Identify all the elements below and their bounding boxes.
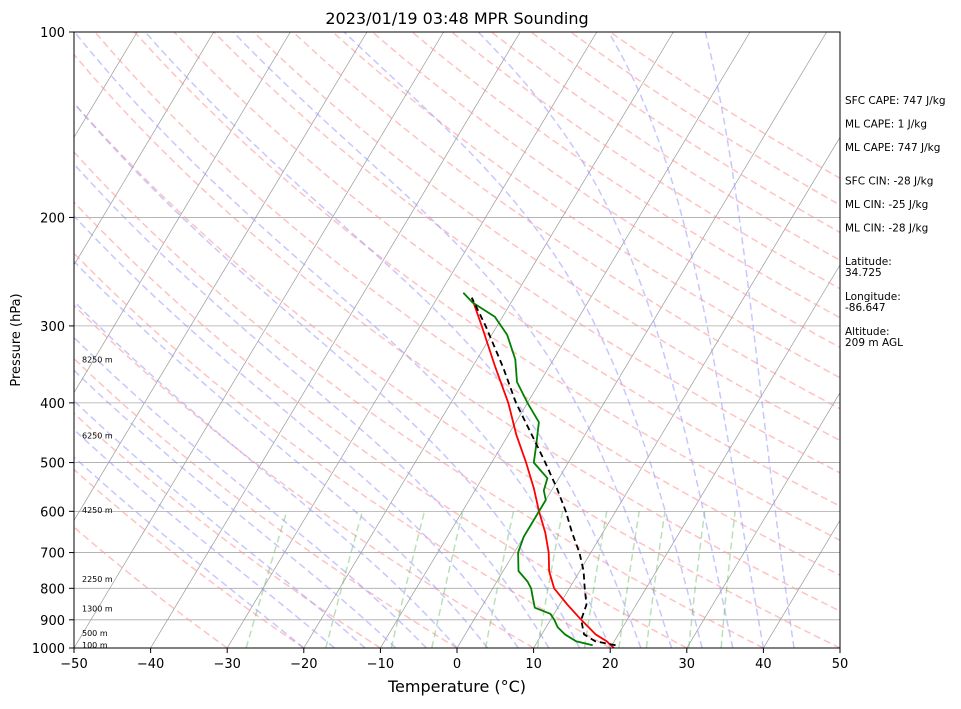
height-label: 6250 m bbox=[82, 432, 113, 441]
dry-adiabat-line bbox=[174, 32, 961, 648]
annotation-sfc-cin: SFC CIN: -28 J/kg bbox=[845, 176, 933, 188]
annotation-latitude: Latitude:34.725 bbox=[845, 256, 892, 279]
x-axis-ticks: −50 −40 −30 −20 −10 0 10 20 30 40 50 bbox=[60, 648, 848, 672]
dry-adiabat-line bbox=[95, 32, 961, 648]
annotation-line: ML CAPE: 1 J/kg bbox=[845, 119, 927, 131]
x-tick-label: −40 bbox=[137, 657, 164, 672]
height-label: 1300 m bbox=[82, 604, 113, 613]
mixing-ratio-line bbox=[246, 511, 287, 648]
height-label: 4250 m bbox=[82, 506, 113, 515]
moist-adiabat-line bbox=[0, 32, 488, 648]
annotation-longitude: Longitude:-86.647 bbox=[845, 291, 901, 314]
x-tick-label: 10 bbox=[525, 657, 542, 672]
annotation-ml-cape-1: ML CAPE: 1 J/kg bbox=[845, 119, 927, 131]
chart-title: 2023/01/19 03:48 MPR Sounding bbox=[325, 9, 588, 28]
y-tick-label: 600 bbox=[40, 505, 65, 520]
isotherm-line bbox=[0, 32, 214, 648]
moist-adiabat-line bbox=[145, 32, 641, 648]
height-label: 8250 m bbox=[82, 355, 113, 364]
annotation-ml-cin-2: ML CIN: -28 J/kg bbox=[845, 223, 928, 235]
x-tick-label: −50 bbox=[60, 657, 87, 672]
x-tick-label: −10 bbox=[367, 657, 394, 672]
annotation-line: 34.725 bbox=[845, 267, 882, 279]
dry-adiabat-line bbox=[0, 32, 763, 648]
annotation-line: SFC CAPE: 747 J/kg bbox=[845, 95, 946, 107]
mixing-ratio-line bbox=[689, 511, 705, 648]
isotherm-line bbox=[227, 32, 597, 648]
y-tick-label: 800 bbox=[40, 582, 65, 597]
x-tick-label: 20 bbox=[602, 657, 619, 672]
annotation-line: 209 m AGL bbox=[845, 337, 903, 349]
annotation-sfc-cape: SFC CAPE: 747 J/kg bbox=[845, 95, 946, 107]
dry-adiabat-line bbox=[0, 32, 227, 648]
annotation-line: ML CAPE: 747 J/kg bbox=[845, 142, 940, 154]
y-tick-label: 300 bbox=[40, 320, 65, 335]
y-tick-label: 500 bbox=[40, 457, 65, 472]
mixing-ratio-line bbox=[432, 511, 463, 648]
y-tick-label: 200 bbox=[40, 211, 65, 226]
x-tick-label: 30 bbox=[679, 657, 696, 672]
y-tick-label: 900 bbox=[40, 614, 65, 629]
annotation-line: ML CIN: -25 J/kg bbox=[845, 199, 928, 211]
x-tick-label: −30 bbox=[213, 657, 240, 672]
height-label: 2250 m bbox=[82, 575, 113, 584]
series-layer bbox=[463, 293, 615, 648]
annotations-panel: SFC CAPE: 747 J/kg ML CAPE: 1 J/kg ML CAPE… bbox=[845, 95, 946, 349]
x-axis-label: Temperature (°C) bbox=[387, 677, 526, 696]
dry-adiabat-line bbox=[0, 32, 687, 648]
annotation-altitude: Altitude:209 m AGL bbox=[845, 326, 903, 349]
annotation-ml-cape-2: ML CAPE: 747 J/kg bbox=[845, 142, 940, 154]
annotation-line: ML CIN: -28 J/kg bbox=[845, 223, 928, 235]
x-tick-label: 50 bbox=[832, 657, 849, 672]
y-axis-ticks: 100 200 300 400 500 600 700 800 900 1000 bbox=[32, 26, 74, 657]
annotation-ml-cin-1: ML CIN: -25 J/kg bbox=[845, 199, 928, 211]
annotation-line: SFC CIN: -28 J/kg bbox=[845, 176, 933, 188]
y-tick-label: 100 bbox=[40, 26, 65, 41]
y-tick-label: 1000 bbox=[32, 642, 65, 657]
x-tick-label: −20 bbox=[290, 657, 317, 672]
y-axis-label: Pressure (hPa) bbox=[9, 293, 24, 386]
height-label: 500 m bbox=[82, 629, 108, 638]
annotation-line: -86.647 bbox=[845, 302, 886, 314]
isotherm-line bbox=[74, 32, 444, 648]
x-tick-label: 40 bbox=[755, 657, 772, 672]
y-tick-label: 700 bbox=[40, 547, 65, 562]
mixing-ratio-line bbox=[391, 511, 424, 648]
x-tick-label: 0 bbox=[453, 657, 461, 672]
y-tick-label: 400 bbox=[40, 397, 65, 412]
mixing-ratio-line bbox=[326, 511, 363, 648]
background-lines bbox=[0, 32, 961, 648]
